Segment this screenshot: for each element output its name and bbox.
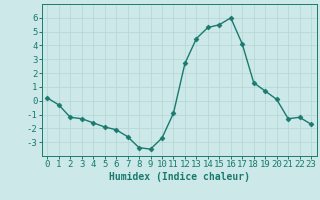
X-axis label: Humidex (Indice chaleur): Humidex (Indice chaleur)	[109, 172, 250, 182]
